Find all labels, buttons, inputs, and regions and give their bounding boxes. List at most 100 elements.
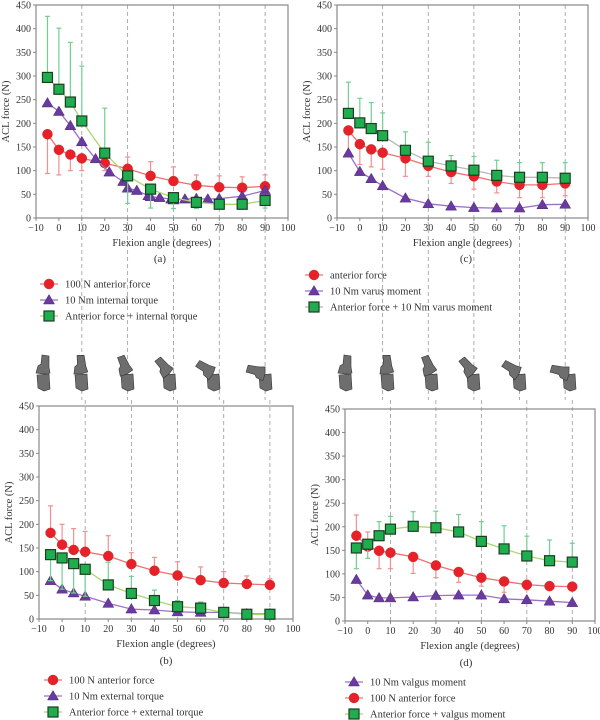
legend-marker	[348, 692, 360, 704]
data-point	[79, 563, 91, 575]
x-tick-label: 70	[515, 223, 525, 234]
data-point	[353, 165, 366, 176]
data-point	[259, 194, 271, 207]
data-point	[407, 590, 420, 602]
data-point	[373, 530, 385, 542]
data-point	[520, 593, 533, 605]
data-point	[259, 184, 272, 195]
legend-label: 100 N anterior force	[65, 280, 151, 291]
x-tick-label: 30	[126, 624, 136, 635]
plot-frame	[35, 4, 289, 219]
data-point	[362, 538, 374, 550]
data-point	[153, 191, 166, 202]
series-square	[350, 510, 578, 570]
data-point	[41, 96, 54, 108]
data-point	[430, 522, 442, 534]
y-tick-label: 400	[16, 24, 31, 35]
x-tick-label: 0	[357, 223, 362, 234]
data-point	[521, 550, 533, 562]
y-tick-label: 100	[317, 166, 332, 177]
knee-icon	[501, 360, 527, 392]
x-tick-label: 80	[537, 223, 547, 234]
x-tick-label: 70	[219, 624, 229, 635]
data-point	[361, 589, 374, 600]
legend-item: 10 Nm external torque	[44, 690, 164, 703]
data-point	[399, 144, 412, 156]
data-point	[453, 526, 465, 538]
y-tick-label: 450	[16, 1, 31, 12]
y-tick-label: 50	[322, 190, 332, 201]
femur-group	[154, 356, 174, 379]
x-tick-label: −10	[337, 626, 353, 637]
y-tick-label: 200	[325, 522, 340, 533]
x-tick-label: 60	[196, 624, 206, 635]
y-tick-label: 0	[26, 214, 31, 225]
legend: 100 N anterior force 10 Nm external torqu…	[44, 674, 204, 719]
y-tick-label: 150	[325, 546, 340, 557]
data-point	[126, 558, 137, 570]
data-point	[172, 570, 183, 581]
series-triangle	[350, 573, 579, 607]
data-point	[65, 149, 76, 160]
data-point	[264, 608, 276, 620]
y-tick-label: 300	[325, 475, 340, 486]
legend-marker	[348, 708, 360, 720]
tibia-shape	[466, 373, 481, 392]
x-tick-label: 10	[77, 223, 87, 234]
series-square	[41, 15, 271, 210]
x-tick-label: 80	[242, 624, 252, 635]
data-point	[41, 71, 54, 84]
data-point	[167, 192, 180, 204]
data-point	[42, 128, 53, 140]
data-point	[44, 549, 57, 561]
y-tick-label: 50	[21, 190, 31, 201]
data-point	[453, 566, 464, 578]
data-point	[377, 147, 388, 158]
data-point	[490, 202, 503, 213]
series-triangle	[44, 574, 276, 619]
y-axis-label: ACL force (N)	[310, 484, 321, 547]
data-point	[513, 202, 526, 213]
y-tick-label: 150	[19, 544, 34, 555]
legend-label: 10 Nm varus moment	[330, 287, 421, 298]
x-tick-label: 10	[80, 624, 90, 635]
data-point	[218, 577, 229, 589]
data-point	[218, 606, 230, 618]
data-point	[99, 157, 110, 169]
x-tick-label: 20	[100, 223, 110, 234]
data-point	[377, 130, 389, 142]
x-tick-label: 40	[454, 626, 464, 637]
plot-frame	[38, 405, 294, 620]
x-tick-label: 30	[123, 223, 133, 234]
data-point	[445, 160, 457, 172]
y-tick-label: 350	[16, 48, 31, 59]
data-point	[566, 596, 579, 607]
data-point	[168, 175, 179, 187]
tibia-shape	[380, 373, 395, 392]
data-point	[56, 552, 68, 564]
x-tick-label: 0	[365, 626, 370, 637]
femur-shape	[549, 364, 570, 382]
data-point	[236, 198, 248, 210]
data-point	[498, 576, 510, 587]
knee-icon	[154, 356, 177, 392]
legend-marker	[47, 674, 59, 686]
data-point	[399, 192, 412, 203]
data-point	[467, 201, 480, 212]
data-point	[148, 594, 161, 607]
femur-shape	[35, 354, 51, 375]
data-point	[79, 546, 91, 558]
data-point	[191, 180, 202, 191]
data-point	[68, 558, 80, 570]
data-point	[145, 170, 156, 182]
legend-marker	[43, 278, 55, 290]
data-point	[373, 545, 385, 557]
data-point	[342, 147, 355, 158]
femur-shape	[245, 364, 266, 382]
knee-icon	[245, 364, 273, 392]
data-point	[365, 144, 377, 155]
panel-label: (b)	[160, 655, 173, 667]
femur-shape	[117, 354, 134, 377]
x-tick-label: 80	[545, 626, 555, 637]
